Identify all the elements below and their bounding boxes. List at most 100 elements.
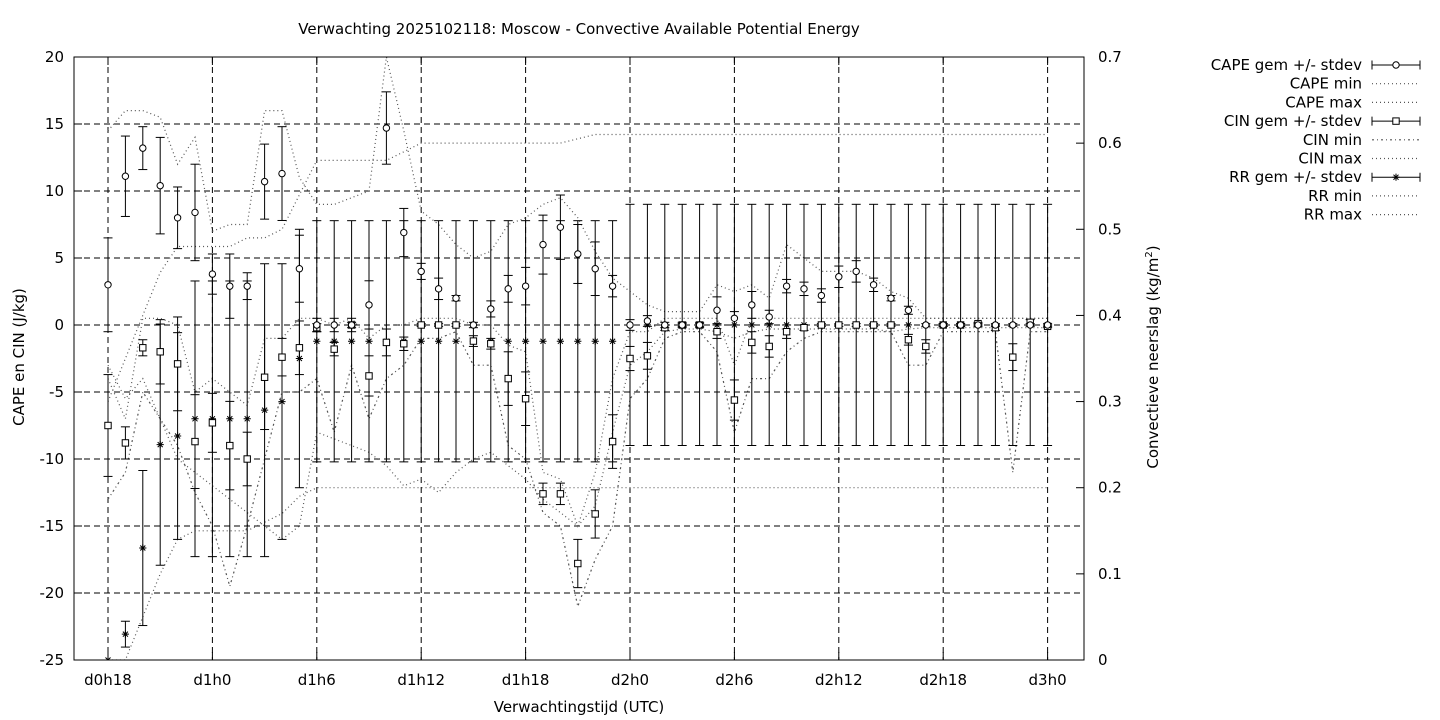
rr-point xyxy=(365,337,373,345)
rr-point xyxy=(348,337,356,345)
cape-point xyxy=(991,321,1000,329)
rr-point xyxy=(121,630,129,638)
cape-point xyxy=(260,177,269,186)
cape-point xyxy=(695,321,704,329)
cin-point xyxy=(400,340,408,348)
rr-point xyxy=(765,321,773,329)
y-tick-label: 10 xyxy=(45,182,64,200)
series-group xyxy=(103,57,1053,660)
legend-circle-marker xyxy=(1392,61,1400,69)
x-tick-label: d2h0 xyxy=(611,671,649,689)
cin-point xyxy=(452,321,460,329)
cin-point xyxy=(278,353,286,361)
cape-point xyxy=(956,321,965,329)
rr-point xyxy=(313,337,321,345)
cape-point xyxy=(469,321,478,329)
cape-point xyxy=(939,321,947,329)
cape-point xyxy=(904,306,913,314)
cape-point xyxy=(730,314,739,322)
cin-point xyxy=(643,352,652,360)
cape-point xyxy=(678,321,686,329)
cin-point xyxy=(208,419,217,427)
cin-point xyxy=(173,360,182,368)
y-tick-label: 5 xyxy=(54,249,64,267)
cape-point xyxy=(591,265,599,273)
cin-point xyxy=(626,354,634,363)
legend-label: CAPE min xyxy=(1290,75,1362,93)
chart-title: Verwachting 2025102118: Moscow - Convect… xyxy=(298,20,860,38)
y-tick-label: -15 xyxy=(40,517,65,535)
cape-point xyxy=(922,321,930,329)
cape-point xyxy=(521,282,530,290)
x-tick-label: d1h0 xyxy=(193,671,231,689)
y-tick-label: -5 xyxy=(49,383,64,401)
cape-max-line xyxy=(107,57,1048,319)
cin-point xyxy=(817,321,826,329)
rr-point xyxy=(278,397,286,406)
y-tick-label: -10 xyxy=(40,450,65,468)
cape-point xyxy=(434,285,443,293)
cin-point xyxy=(156,348,164,356)
cin-point xyxy=(260,373,269,381)
legend-label: CAPE max xyxy=(1285,93,1362,111)
cape-point xyxy=(800,285,808,293)
cape-point xyxy=(1009,321,1017,329)
rr-point xyxy=(243,415,251,423)
cape-point xyxy=(452,294,460,302)
data-series xyxy=(103,57,1053,660)
legend-label: CIN max xyxy=(1298,150,1362,168)
y2-tick-label: 0.3 xyxy=(1098,393,1122,411)
cape-point xyxy=(330,321,338,329)
cin-point xyxy=(104,421,112,430)
cape-point xyxy=(347,321,356,329)
cin-point xyxy=(800,323,808,332)
rr-point xyxy=(156,441,164,449)
cape-point xyxy=(835,273,843,281)
rr-point xyxy=(539,337,547,345)
cape-point xyxy=(504,285,512,293)
rr-point xyxy=(574,337,582,345)
cape-point xyxy=(869,281,878,289)
legend-label: RR gem +/- stdev xyxy=(1229,168,1362,186)
rr-min-line xyxy=(108,487,1048,660)
cape-point xyxy=(173,214,182,222)
y2-tick-label: 0.1 xyxy=(1098,565,1122,583)
cin-point xyxy=(748,338,756,347)
rr-point xyxy=(452,337,460,345)
x-tick-label: d1h12 xyxy=(397,671,445,689)
plot-frame xyxy=(73,56,1085,661)
cin-point xyxy=(226,441,234,450)
cin-point xyxy=(835,321,843,329)
cin-point xyxy=(922,342,930,351)
cape-point xyxy=(887,294,895,302)
cape-point xyxy=(226,282,234,290)
cape-point xyxy=(852,267,860,276)
cin-point xyxy=(904,336,913,344)
cape-point xyxy=(556,223,565,231)
cape-point xyxy=(626,321,634,329)
cape-point xyxy=(295,265,304,273)
x-tick-label: d0h18 xyxy=(84,671,132,689)
cin-point xyxy=(1009,353,1017,361)
cin-point xyxy=(434,321,443,329)
rr-point xyxy=(522,337,530,345)
y2-tick-label: 0 xyxy=(1098,651,1108,669)
cin-point xyxy=(765,342,773,351)
cape-point xyxy=(208,270,217,278)
cape-point xyxy=(417,267,425,276)
cin-point xyxy=(191,437,199,446)
cape-point xyxy=(382,124,391,132)
legend-label: CIN gem +/- stdev xyxy=(1224,112,1362,130)
rr-point xyxy=(417,337,425,345)
cin-point xyxy=(487,340,495,348)
cin-point xyxy=(556,490,565,498)
y-tick-label: -25 xyxy=(40,651,65,669)
cape-point xyxy=(974,321,982,329)
y2-tick-label: 0.5 xyxy=(1098,220,1122,238)
rr-point xyxy=(504,337,512,345)
cape-point xyxy=(748,301,756,309)
cape-point xyxy=(121,172,130,180)
rr-point xyxy=(139,544,147,552)
cape-point xyxy=(539,240,547,249)
